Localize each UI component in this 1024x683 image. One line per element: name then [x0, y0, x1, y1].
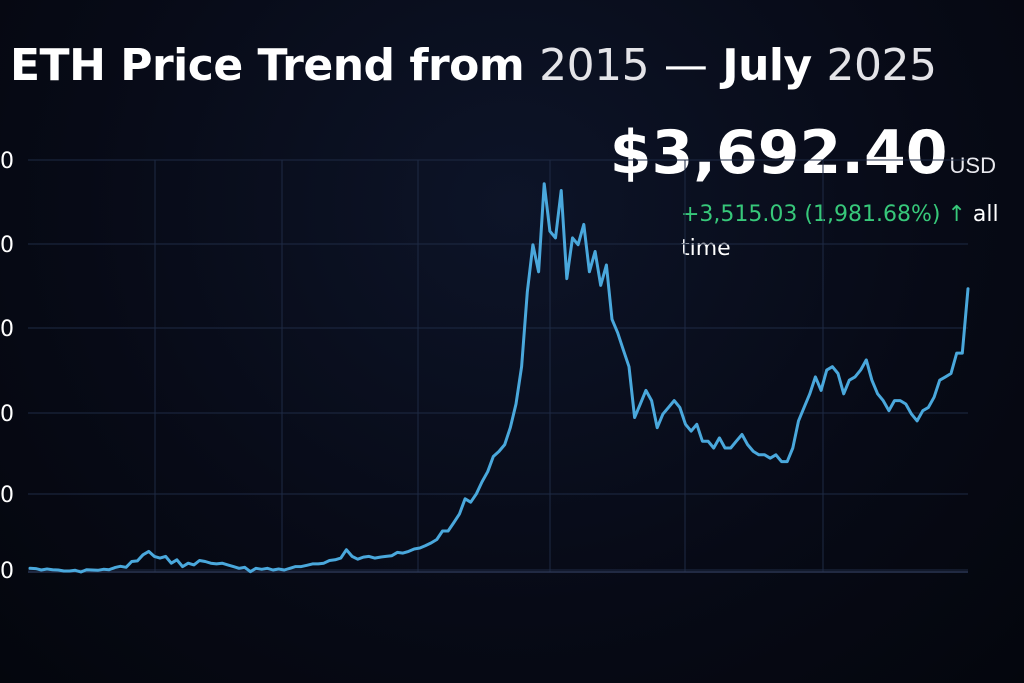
y-tick-label: 0 [0, 559, 14, 584]
change-period: all time [681, 202, 999, 261]
y-tick-label: 00 [0, 233, 14, 258]
title-end-year: 2025 [826, 40, 937, 91]
title-dash: — [663, 40, 708, 91]
y-tick-label: 00 [0, 149, 14, 174]
price-change: +3,515.03 (1,981.68%) ↑ all time [681, 198, 1001, 266]
current-price: $3,692.40 [609, 118, 948, 188]
y-tick-label: 00 [0, 402, 14, 427]
currency-label: USD [949, 153, 996, 178]
y-tick-label: 00 [0, 483, 14, 508]
up-arrow-icon: ↑ [947, 202, 966, 227]
chart-title: ETH Price Trend from 2015 — July 2025 [10, 40, 937, 91]
title-prefix: ETH Price Trend from [10, 40, 540, 91]
title-month: July [722, 40, 812, 91]
change-value: +3,515.03 (1,981.68%) [681, 202, 941, 227]
y-tick-label: 00 [0, 317, 14, 342]
price-display: $3,692.40USD [610, 118, 996, 188]
title-start-year: 2015 [539, 40, 650, 91]
eth-price-line [28, 182, 970, 574]
